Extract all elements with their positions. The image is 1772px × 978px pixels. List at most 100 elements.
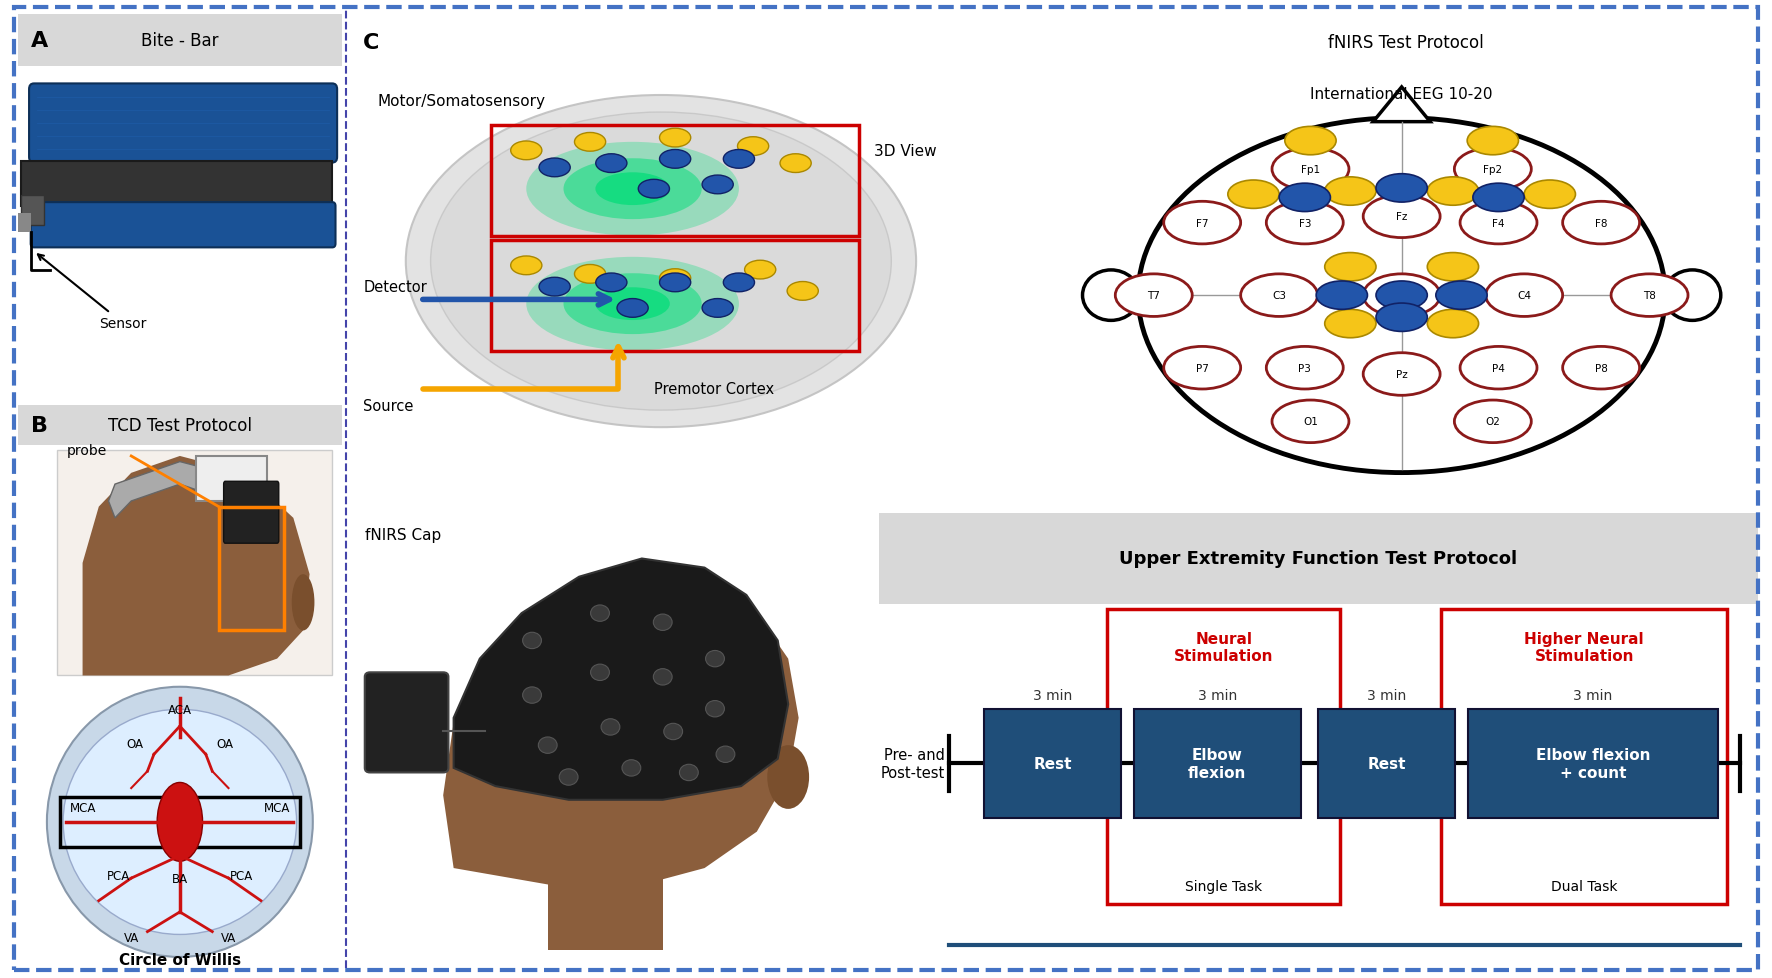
Circle shape [1272, 149, 1348, 191]
Text: F7: F7 [1196, 218, 1209, 228]
Circle shape [1460, 202, 1536, 244]
Text: PCA: PCA [106, 868, 129, 882]
Ellipse shape [526, 257, 739, 351]
Circle shape [1363, 353, 1441, 396]
Text: Sensor: Sensor [37, 255, 145, 331]
Text: Rest: Rest [1033, 756, 1072, 771]
Text: MCA: MCA [69, 801, 96, 815]
Circle shape [601, 719, 620, 735]
Text: 3 min: 3 min [1033, 689, 1072, 702]
Ellipse shape [46, 688, 314, 956]
Bar [985, 709, 1120, 819]
Text: fNIRS Cap: fNIRS Cap [365, 527, 441, 542]
Circle shape [510, 256, 542, 276]
Text: T8: T8 [1643, 290, 1657, 301]
Text: VA: VA [124, 931, 138, 944]
Polygon shape [108, 462, 271, 518]
Bar [548, 868, 663, 950]
Circle shape [1426, 178, 1478, 206]
Circle shape [1325, 178, 1377, 206]
Circle shape [659, 129, 691, 148]
Circle shape [539, 737, 556, 754]
Text: OA: OA [216, 736, 234, 750]
Circle shape [1563, 347, 1639, 389]
Circle shape [1164, 347, 1240, 389]
Text: P7: P7 [1196, 364, 1209, 374]
Circle shape [705, 701, 725, 717]
Ellipse shape [595, 173, 670, 205]
Text: F3: F3 [1299, 218, 1311, 228]
Circle shape [1455, 401, 1531, 443]
Bar [21, 161, 333, 206]
Ellipse shape [406, 96, 916, 427]
Circle shape [590, 605, 610, 622]
Circle shape [679, 765, 698, 780]
Circle shape [654, 669, 672, 686]
Circle shape [705, 650, 725, 667]
Circle shape [523, 633, 542, 649]
Text: Source: Source [363, 399, 413, 414]
Circle shape [1267, 202, 1343, 244]
Text: TCD Test Protocol: TCD Test Protocol [108, 417, 252, 434]
Bar [1108, 609, 1340, 905]
Text: Dual Task: Dual Task [1550, 879, 1618, 893]
Text: VA: VA [222, 931, 236, 944]
Text: P4: P4 [1492, 364, 1504, 374]
Bar [1318, 709, 1455, 819]
Circle shape [595, 274, 627, 292]
Circle shape [702, 176, 734, 195]
Bar [18, 406, 342, 445]
Polygon shape [454, 559, 789, 800]
Text: Cz: Cz [1395, 290, 1409, 301]
Circle shape [1426, 253, 1478, 282]
Circle shape [1473, 184, 1524, 212]
Circle shape [1164, 202, 1240, 244]
Text: C3: C3 [1272, 290, 1286, 301]
Circle shape [780, 155, 812, 173]
Text: Elbow flexion
+ count: Elbow flexion + count [1536, 747, 1650, 779]
Text: 3 min: 3 min [1574, 689, 1613, 702]
Text: C4: C4 [1517, 290, 1531, 301]
Text: Motor/Somatosensory: Motor/Somatosensory [377, 94, 546, 109]
Circle shape [1435, 282, 1487, 310]
Ellipse shape [1664, 271, 1721, 321]
Bar [1441, 609, 1728, 905]
Circle shape [1377, 304, 1426, 333]
Circle shape [158, 782, 202, 862]
Text: O1: O1 [1302, 417, 1318, 426]
Ellipse shape [563, 159, 702, 220]
Bar [1134, 709, 1301, 819]
Bar [18, 214, 30, 233]
Text: Single Task: Single Task [1185, 879, 1262, 893]
Circle shape [1285, 127, 1336, 156]
Ellipse shape [526, 143, 739, 237]
Text: Premotor Cortex: Premotor Cortex [654, 382, 774, 397]
Circle shape [539, 278, 571, 296]
Circle shape [1426, 310, 1478, 338]
Bar [57, 451, 333, 676]
Text: O2: O2 [1485, 417, 1501, 426]
Circle shape [510, 142, 542, 160]
Circle shape [1524, 181, 1575, 209]
Circle shape [716, 746, 735, 763]
Ellipse shape [431, 112, 891, 411]
Circle shape [1363, 275, 1441, 317]
Bar [491, 241, 859, 351]
Text: B: B [30, 416, 48, 435]
Polygon shape [1373, 88, 1430, 122]
Ellipse shape [292, 574, 314, 631]
Ellipse shape [767, 745, 810, 809]
Circle shape [1467, 127, 1519, 156]
Bar [60, 797, 299, 847]
Text: PCA: PCA [230, 868, 253, 882]
Text: Neural
Stimulation: Neural Stimulation [1175, 632, 1274, 664]
FancyBboxPatch shape [30, 203, 335, 248]
Bar [879, 513, 1758, 604]
Text: ACA: ACA [168, 703, 191, 716]
Circle shape [1563, 202, 1639, 244]
Circle shape [723, 151, 755, 169]
Circle shape [1611, 275, 1689, 317]
Circle shape [595, 155, 627, 173]
FancyBboxPatch shape [28, 84, 337, 163]
Circle shape [1455, 149, 1531, 191]
